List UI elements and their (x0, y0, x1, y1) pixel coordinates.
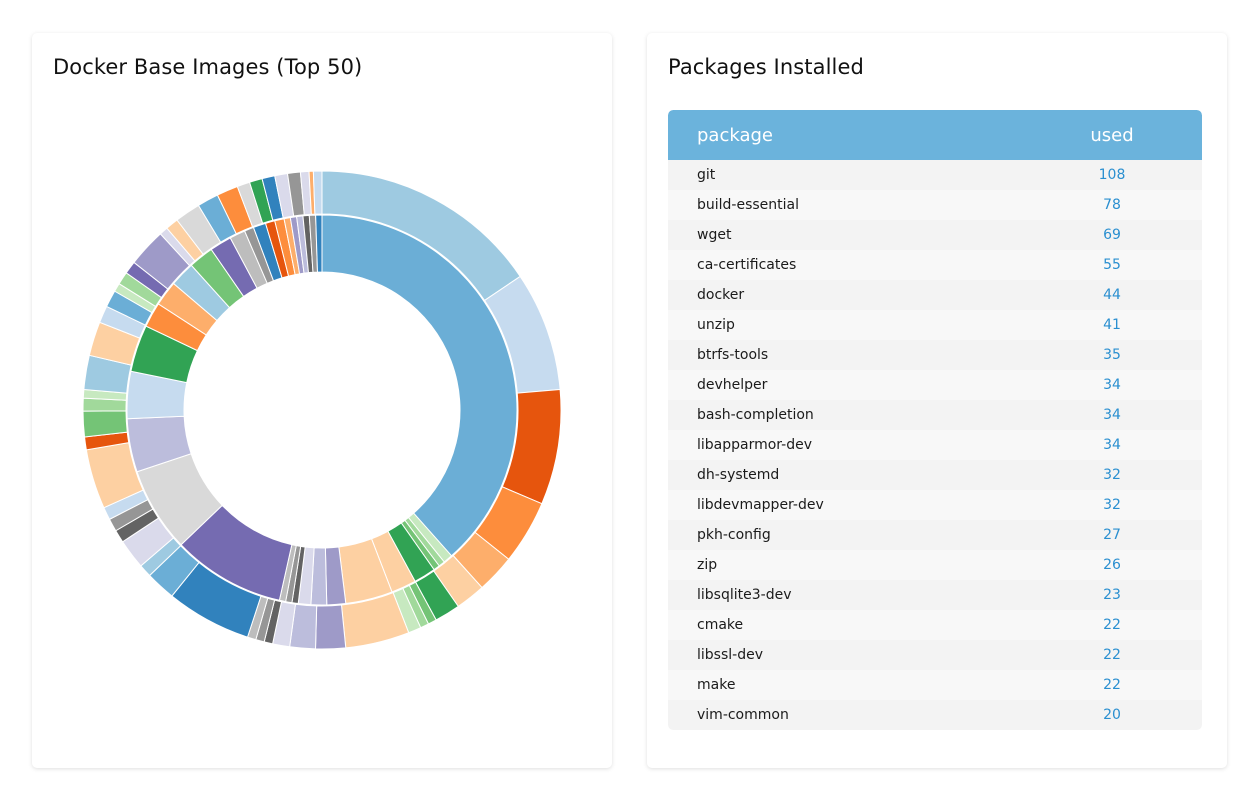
table-row: dh-systemd 32 (668, 460, 1202, 490)
package-name: libapparmor-dev (697, 437, 813, 453)
package-name: git (697, 167, 716, 183)
table-row: devhelper 34 (668, 370, 1202, 400)
table-row: libapparmor-dev 34 (668, 430, 1202, 460)
column-header-used[interactable]: used (1090, 124, 1134, 146)
table-row: build-essential 78 (668, 190, 1202, 220)
table-row: make 22 (668, 670, 1202, 700)
table-row: zip 26 (668, 550, 1202, 580)
table-row: wget 69 (668, 220, 1202, 250)
used-count: 22 (1103, 677, 1121, 693)
package-name: make (697, 677, 736, 693)
package-name: bash-completion (697, 407, 814, 423)
table-row: unzip 41 (668, 310, 1202, 340)
sunburst-chart (82, 170, 562, 650)
used-count: 69 (1103, 227, 1121, 243)
used-count: 34 (1103, 437, 1121, 453)
used-count: 78 (1103, 197, 1121, 213)
used-count: 35 (1103, 347, 1121, 363)
sunburst-outer-segment-49[interactable] (312, 170, 323, 215)
package-name: wget (697, 227, 732, 243)
used-count: 32 (1103, 467, 1121, 483)
table-row: pkh-config 27 (668, 520, 1202, 550)
packages-card: Packages Installed package used git 108 bu… (647, 33, 1227, 768)
table-row: libsqlite3-dev 23 (668, 580, 1202, 610)
package-name: ca-certificates (697, 257, 797, 273)
used-count: 32 (1103, 497, 1121, 513)
packages-title: Packages Installed (668, 55, 864, 79)
column-header-package[interactable]: package (697, 124, 773, 146)
table-row: git 108 (668, 160, 1202, 190)
table-row: btrfs-tools 35 (668, 340, 1202, 370)
used-count: 108 (1098, 167, 1126, 183)
used-count: 55 (1103, 257, 1121, 273)
package-name: pkh-config (697, 527, 771, 543)
sunburst-outer-segment-11[interactable] (314, 604, 347, 650)
package-name: btrfs-tools (697, 347, 769, 363)
used-count: 34 (1103, 377, 1121, 393)
table-row: vim-common 20 (668, 700, 1202, 730)
package-name: libdevmapper-dev (697, 497, 824, 513)
sunburst-outer-segment-26[interactable] (82, 410, 128, 438)
table-row: libdevmapper-dev 32 (668, 490, 1202, 520)
package-name: build-essential (697, 197, 800, 213)
package-name: devhelper (697, 377, 768, 393)
docker-images-title: Docker Base Images (Top 50) (53, 55, 363, 79)
package-name: libsqlite3-dev (697, 587, 792, 603)
package-name: dh-systemd (697, 467, 780, 483)
package-name: unzip (697, 317, 735, 333)
table-row: libssl-dev 22 (668, 640, 1202, 670)
used-count: 26 (1103, 557, 1121, 573)
used-count: 20 (1103, 707, 1121, 723)
used-count: 27 (1103, 527, 1121, 543)
table-header: package used (668, 110, 1202, 160)
table-row: ca-certificates 55 (668, 250, 1202, 280)
table-row: cmake 22 (668, 610, 1202, 640)
package-name: cmake (697, 617, 744, 633)
used-count: 22 (1103, 647, 1121, 663)
table-row: bash-completion 34 (668, 400, 1202, 430)
used-count: 22 (1103, 617, 1121, 633)
used-count: 23 (1103, 587, 1121, 603)
sunburst-inner-segment-33[interactable] (315, 214, 323, 273)
used-count: 34 (1103, 407, 1121, 423)
table-row: docker 44 (668, 280, 1202, 310)
used-count: 44 (1103, 287, 1121, 303)
sunburst-inner-segment-0[interactable] (321, 214, 518, 557)
used-count: 41 (1103, 317, 1121, 333)
table-body: git 108 build-essential 78 wget 69 ca-certific… (668, 160, 1202, 730)
package-name: vim-common (697, 707, 789, 723)
docker-images-card: Docker Base Images (Top 50) (32, 33, 612, 768)
package-name: libssl-dev (697, 647, 763, 663)
package-name: docker (697, 287, 745, 303)
package-name: zip (697, 557, 718, 573)
packages-table: package used git 108 build-essential 78 wget… (668, 110, 1202, 730)
